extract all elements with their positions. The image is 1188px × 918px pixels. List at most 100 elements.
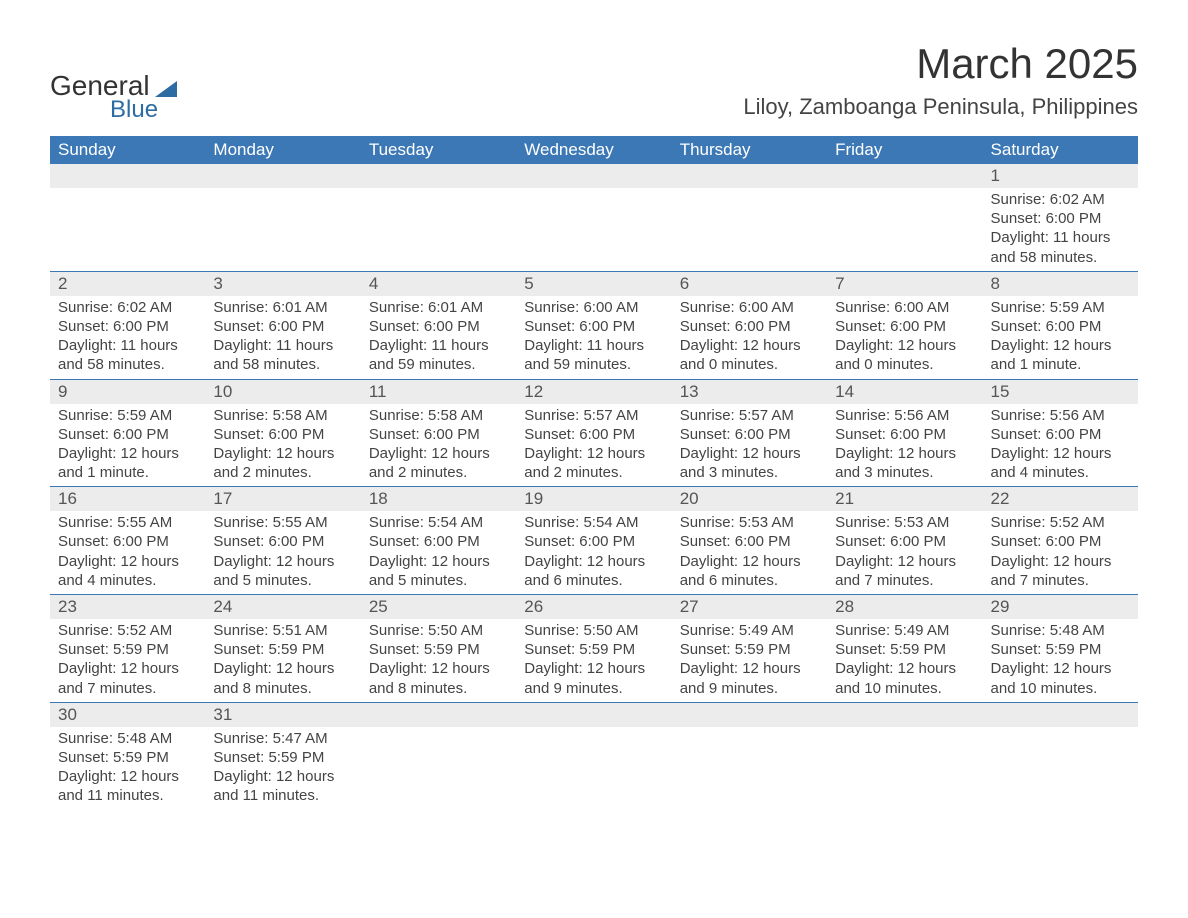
- day-number-cell: 21: [827, 487, 982, 512]
- day-number-cell: 28: [827, 595, 982, 620]
- sunrise-text: Sunrise: 6:01 AM: [369, 298, 508, 317]
- calendar-table: Sunday Monday Tuesday Wednesday Thursday…: [50, 136, 1138, 810]
- day-content-cell: Sunrise: 5:59 AMSunset: 6:00 PMDaylight:…: [50, 404, 205, 487]
- daylight-text: Daylight: 12 hours and 11 minutes.: [58, 767, 197, 805]
- sunrise-text: Sunrise: 5:49 AM: [680, 621, 819, 640]
- day-number-row: 16171819202122: [50, 487, 1138, 512]
- day-number-cell: 12: [516, 379, 671, 404]
- day-number: 6: [680, 274, 689, 293]
- day-content-cell: Sunrise: 5:52 AMSunset: 5:59 PMDaylight:…: [50, 619, 205, 702]
- day-content-cell: Sunrise: 5:56 AMSunset: 6:00 PMDaylight:…: [983, 404, 1138, 487]
- day-number-cell: 25: [361, 595, 516, 620]
- day-number-cell: [827, 164, 982, 188]
- day-number: 18: [369, 489, 388, 508]
- sunset-text: Sunset: 6:00 PM: [991, 425, 1130, 444]
- sunrise-text: Sunrise: 5:50 AM: [524, 621, 663, 640]
- sunset-text: Sunset: 6:00 PM: [213, 317, 352, 336]
- sunset-text: Sunset: 5:59 PM: [369, 640, 508, 659]
- day-number-cell: 4: [361, 271, 516, 296]
- day-content-cell: Sunrise: 5:54 AMSunset: 6:00 PMDaylight:…: [361, 511, 516, 594]
- day-content-cell: Sunrise: 5:53 AMSunset: 6:00 PMDaylight:…: [827, 511, 982, 594]
- day-number: 26: [524, 597, 543, 616]
- day-content-row: Sunrise: 5:48 AMSunset: 5:59 PMDaylight:…: [50, 727, 1138, 810]
- sunrise-text: Sunrise: 5:57 AM: [524, 406, 663, 425]
- sunrise-text: Sunrise: 6:02 AM: [991, 190, 1130, 209]
- daylight-text: Daylight: 12 hours and 10 minutes.: [835, 659, 974, 697]
- day-number-row: 3031: [50, 702, 1138, 727]
- day-content-cell: [361, 188, 516, 271]
- sunset-text: Sunset: 5:59 PM: [991, 640, 1130, 659]
- day-number-row: 9101112131415: [50, 379, 1138, 404]
- day-content-cell: [361, 727, 516, 810]
- sunrise-text: Sunrise: 5:54 AM: [369, 513, 508, 532]
- day-number-cell: [361, 702, 516, 727]
- day-content-cell: Sunrise: 5:51 AMSunset: 5:59 PMDaylight:…: [205, 619, 360, 702]
- day-content-cell: Sunrise: 6:00 AMSunset: 6:00 PMDaylight:…: [827, 296, 982, 379]
- day-header: Monday: [205, 136, 360, 164]
- day-number: 8: [991, 274, 1000, 293]
- day-number-cell: 1: [983, 164, 1138, 188]
- calendar-head: Sunday Monday Tuesday Wednesday Thursday…: [50, 136, 1138, 164]
- daylight-text: Daylight: 12 hours and 7 minutes.: [991, 552, 1130, 590]
- day-number: 24: [213, 597, 232, 616]
- daylight-text: Daylight: 12 hours and 10 minutes.: [991, 659, 1130, 697]
- day-number-cell: [516, 702, 671, 727]
- sunset-text: Sunset: 6:00 PM: [524, 532, 663, 551]
- sunrise-text: Sunrise: 5:51 AM: [213, 621, 352, 640]
- sunset-text: Sunset: 6:00 PM: [835, 425, 974, 444]
- day-number: 9: [58, 382, 67, 401]
- daylight-text: Daylight: 12 hours and 0 minutes.: [835, 336, 974, 374]
- day-content-row: Sunrise: 5:55 AMSunset: 6:00 PMDaylight:…: [50, 511, 1138, 594]
- day-number: 22: [991, 489, 1010, 508]
- sunrise-text: Sunrise: 6:01 AM: [213, 298, 352, 317]
- day-number-cell: 24: [205, 595, 360, 620]
- day-number: 12: [524, 382, 543, 401]
- day-content-cell: Sunrise: 5:57 AMSunset: 6:00 PMDaylight:…: [672, 404, 827, 487]
- sunrise-text: Sunrise: 5:53 AM: [680, 513, 819, 532]
- sunrise-text: Sunrise: 6:00 AM: [524, 298, 663, 317]
- daylight-text: Daylight: 12 hours and 3 minutes.: [835, 444, 974, 482]
- day-content-cell: Sunrise: 5:50 AMSunset: 5:59 PMDaylight:…: [361, 619, 516, 702]
- day-number-cell: [205, 164, 360, 188]
- day-number: 10: [213, 382, 232, 401]
- day-number-cell: 26: [516, 595, 671, 620]
- sunset-text: Sunset: 6:00 PM: [991, 317, 1130, 336]
- daylight-text: Daylight: 12 hours and 11 minutes.: [213, 767, 352, 805]
- day-content-cell: Sunrise: 5:59 AMSunset: 6:00 PMDaylight:…: [983, 296, 1138, 379]
- sunrise-text: Sunrise: 5:53 AM: [835, 513, 974, 532]
- sunrise-text: Sunrise: 5:47 AM: [213, 729, 352, 748]
- sunrise-text: Sunrise: 5:56 AM: [835, 406, 974, 425]
- sunset-text: Sunset: 6:00 PM: [835, 317, 974, 336]
- day-number-cell: 10: [205, 379, 360, 404]
- day-number: 19: [524, 489, 543, 508]
- day-number: 25: [369, 597, 388, 616]
- sunset-text: Sunset: 6:00 PM: [58, 532, 197, 551]
- day-content-cell: Sunrise: 5:53 AMSunset: 6:00 PMDaylight:…: [672, 511, 827, 594]
- day-number-cell: [827, 702, 982, 727]
- day-number-row: 2345678: [50, 271, 1138, 296]
- day-number: 14: [835, 382, 854, 401]
- day-content-cell: Sunrise: 6:00 AMSunset: 6:00 PMDaylight:…: [516, 296, 671, 379]
- day-number: 15: [991, 382, 1010, 401]
- day-content-cell: [516, 727, 671, 810]
- day-number-cell: 3: [205, 271, 360, 296]
- day-number-row: 1: [50, 164, 1138, 188]
- day-number: 31: [213, 705, 232, 724]
- sunrise-text: Sunrise: 5:52 AM: [58, 621, 197, 640]
- day-number-row: 23242526272829: [50, 595, 1138, 620]
- day-content-cell: Sunrise: 5:55 AMSunset: 6:00 PMDaylight:…: [205, 511, 360, 594]
- daylight-text: Daylight: 12 hours and 6 minutes.: [680, 552, 819, 590]
- daylight-text: Daylight: 12 hours and 3 minutes.: [680, 444, 819, 482]
- day-number-cell: 13: [672, 379, 827, 404]
- day-number-cell: [50, 164, 205, 188]
- day-content-cell: [827, 727, 982, 810]
- title-block: March 2025 Liloy, Zamboanga Peninsula, P…: [743, 40, 1138, 120]
- day-number-cell: 22: [983, 487, 1138, 512]
- day-content-cell: [827, 188, 982, 271]
- day-number: 23: [58, 597, 77, 616]
- daylight-text: Daylight: 12 hours and 2 minutes.: [213, 444, 352, 482]
- logo-triangle-icon: [155, 81, 177, 97]
- day-content-cell: Sunrise: 6:02 AMSunset: 6:00 PMDaylight:…: [50, 296, 205, 379]
- sunset-text: Sunset: 5:59 PM: [58, 640, 197, 659]
- sunrise-text: Sunrise: 6:00 AM: [680, 298, 819, 317]
